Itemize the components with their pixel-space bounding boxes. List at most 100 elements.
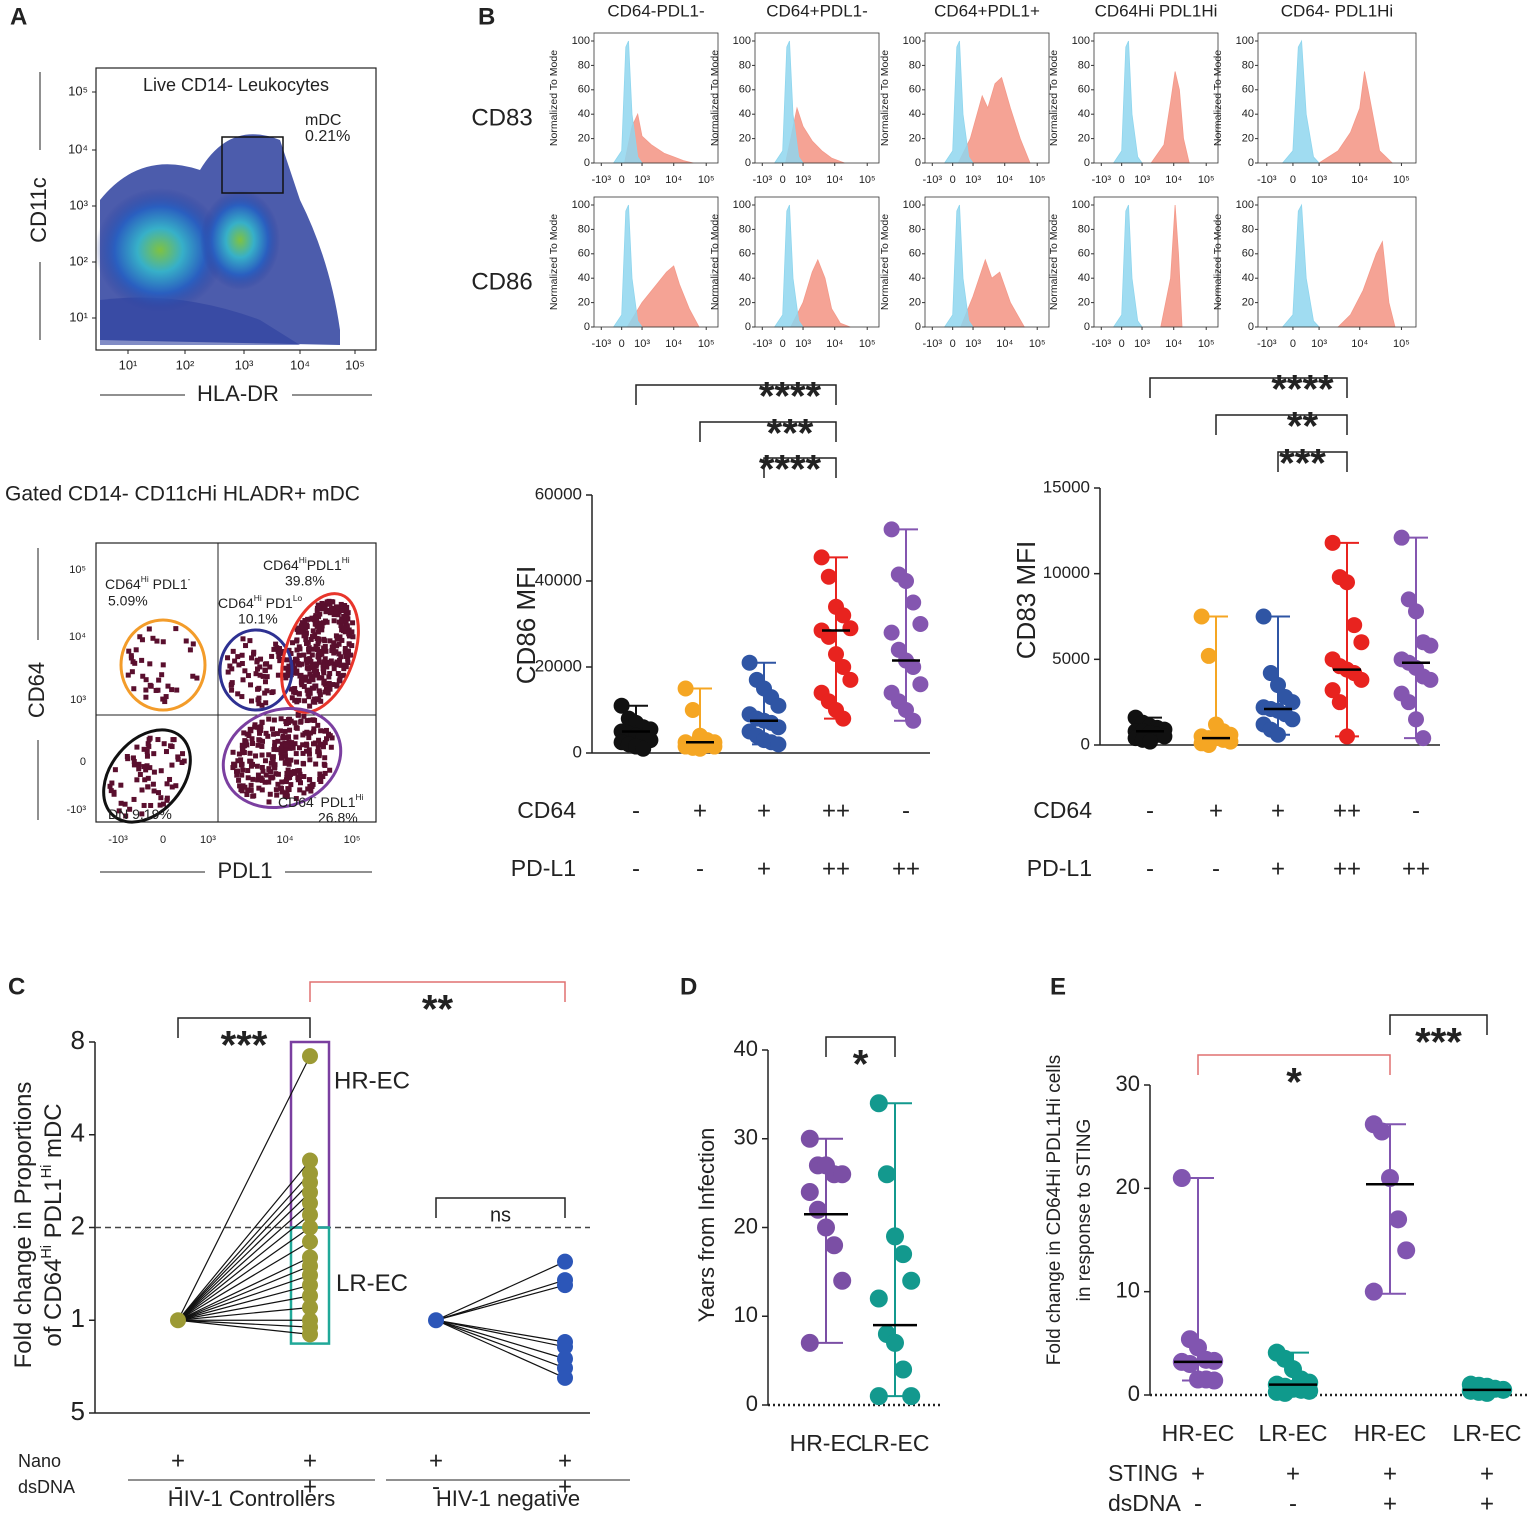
cell-event [160, 801, 166, 807]
cell-event [298, 629, 304, 635]
significance-bracket [1149, 377, 1348, 398]
data-point [898, 573, 914, 589]
x-tick-label: 10¹ [119, 357, 138, 372]
data-point [1180, 1355, 1199, 1373]
cell-event [322, 656, 328, 662]
cell-event [242, 668, 248, 674]
cell-event [292, 741, 298, 747]
cell-event [307, 703, 313, 709]
cell-event [333, 609, 339, 615]
cell-event [263, 700, 269, 706]
y-tick-label: 40 [578, 272, 590, 284]
cell-event [316, 638, 322, 644]
y-tick-label: 80 [909, 59, 921, 71]
cell-event [288, 743, 294, 749]
cell-event [227, 663, 233, 669]
cell-event [321, 645, 327, 651]
data-point [820, 628, 837, 645]
x-tick-label: -10³ [592, 338, 612, 350]
cell-event [296, 745, 302, 751]
cell-event [307, 656, 313, 662]
cell-event [315, 602, 321, 608]
data-point [302, 1233, 318, 1250]
cell-event [238, 787, 244, 793]
y-tick-label: 2 [71, 1210, 85, 1240]
row-value: + [429, 1447, 443, 1474]
cell-event [303, 748, 309, 754]
cell-event [247, 750, 253, 756]
histogram-area [1112, 204, 1143, 328]
x-tick-label: -10³ [753, 338, 773, 350]
y-axis-label: Fold change in Proportions [10, 1082, 37, 1369]
cell-event [293, 668, 299, 674]
cell-event [278, 785, 284, 791]
cell-event [271, 717, 277, 723]
data-point [557, 1277, 573, 1294]
cell-event [237, 783, 243, 789]
cell-event [154, 638, 160, 644]
cell-event [287, 727, 293, 733]
data-point [677, 680, 694, 697]
cell-event [289, 695, 295, 701]
cell-event [278, 750, 284, 756]
data-point [1255, 608, 1272, 625]
cell-event [155, 790, 161, 796]
row-label: PD-L1 [1027, 855, 1092, 881]
row-value: + [1480, 1460, 1494, 1487]
plot-frame [95, 542, 377, 823]
x-tick-label: HR-EC [1354, 1420, 1427, 1446]
cell-event [131, 796, 137, 802]
significance-bracket [1277, 451, 1348, 472]
y-tick-label: 100 [733, 199, 751, 211]
data-point [1422, 671, 1439, 688]
cell-event [343, 664, 349, 670]
pair-line [177, 1265, 311, 1321]
y-tick-label: 10 [734, 1302, 758, 1327]
x-tick-label: -10³ [1092, 174, 1112, 186]
row-value: - [1146, 797, 1154, 824]
y-tick-label: 80 [909, 223, 921, 235]
gated-plot: Gated CD14- CD11cHi HLADR+ mDC PDL1 CD64 [5, 483, 377, 883]
cell-event [324, 736, 330, 742]
gate-name-part: Hi [299, 555, 307, 565]
significance-label: *** [1279, 442, 1326, 486]
data-point [1262, 665, 1279, 682]
cell-event [133, 647, 139, 653]
x-tick-label: HR-EC [790, 1430, 863, 1456]
plot-frame [95, 67, 377, 351]
cell-event [331, 640, 337, 646]
cell-event [309, 782, 315, 788]
histogram-area [773, 204, 804, 328]
row-value: - [902, 797, 910, 824]
row-value: - [1289, 1490, 1297, 1517]
x-tick-label: 10⁵ [698, 174, 715, 186]
cell-event [303, 674, 309, 680]
data-point [1353, 634, 1370, 651]
cell-event [317, 620, 323, 626]
significance-label: * [1286, 1061, 1302, 1105]
x-tick-label: 10⁵ [1029, 174, 1046, 186]
x-tick-label: 10⁴ [1165, 174, 1182, 186]
y-tick-label: 20 [734, 1213, 758, 1238]
row-value: - [1412, 797, 1420, 824]
significance-label: **** [1271, 368, 1334, 412]
cell-event [259, 752, 265, 758]
cell-event [314, 635, 320, 641]
y-axis-label: Normalized To Mode [548, 214, 560, 310]
data-point [1284, 694, 1301, 711]
cell-event [275, 738, 281, 744]
data-point [1400, 591, 1417, 608]
x-tick-label: 10⁴ [290, 357, 310, 372]
cell-event [271, 731, 277, 737]
histogram-area [1112, 40, 1143, 164]
cell-event [341, 666, 347, 672]
row-label: dsDNA [18, 1477, 75, 1497]
cell-event [143, 767, 149, 773]
row-label: PD-L1 [511, 855, 576, 881]
row-value: + [303, 1447, 317, 1474]
y-axis-label: of CD64Hi PDL1Hi mDC [39, 1103, 68, 1346]
cell-event [262, 668, 268, 674]
y-tick-label: 60 [1078, 84, 1090, 96]
cell-event [107, 783, 113, 789]
cell-event [245, 673, 251, 679]
